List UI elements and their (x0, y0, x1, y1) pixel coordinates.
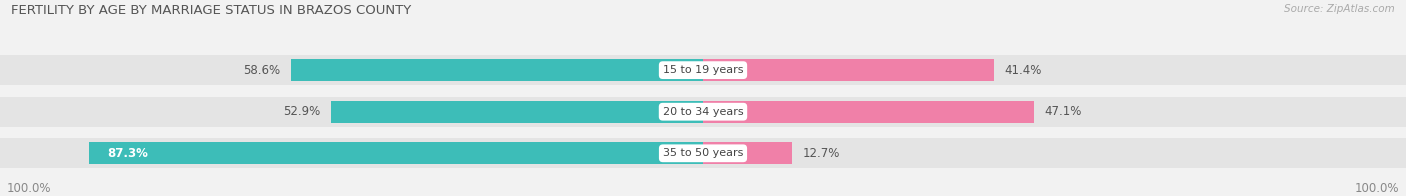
Text: 20 to 34 years: 20 to 34 years (662, 107, 744, 117)
Text: FERTILITY BY AGE BY MARRIAGE STATUS IN BRAZOS COUNTY: FERTILITY BY AGE BY MARRIAGE STATUS IN B… (11, 4, 412, 17)
Bar (332, 101, 703, 122)
Bar (291, 59, 703, 81)
Text: 47.1%: 47.1% (1045, 105, 1083, 118)
Bar (703, 138, 1406, 168)
Bar (0, 97, 703, 127)
Text: 100.0%: 100.0% (7, 182, 52, 195)
Bar (703, 101, 1035, 122)
Text: 58.6%: 58.6% (243, 64, 280, 77)
Bar (703, 59, 994, 81)
Text: Source: ZipAtlas.com: Source: ZipAtlas.com (1284, 4, 1395, 14)
Bar (0, 138, 703, 168)
Bar (703, 55, 1406, 85)
Bar (0, 55, 703, 85)
Text: 35 to 50 years: 35 to 50 years (662, 148, 744, 158)
Text: 41.4%: 41.4% (1004, 64, 1042, 77)
Bar (89, 142, 703, 164)
Bar (703, 142, 793, 164)
Text: 87.3%: 87.3% (107, 147, 148, 160)
Text: 52.9%: 52.9% (284, 105, 321, 118)
Bar (703, 97, 1406, 127)
Text: 12.7%: 12.7% (803, 147, 841, 160)
Text: 15 to 19 years: 15 to 19 years (662, 65, 744, 75)
Text: 100.0%: 100.0% (1354, 182, 1399, 195)
